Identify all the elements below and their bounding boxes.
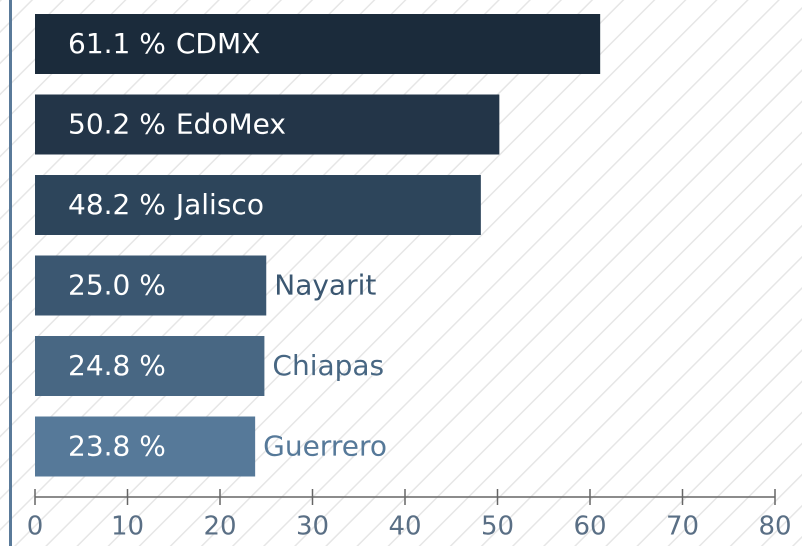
category-label: Guerrero: [263, 430, 387, 463]
value-label: 23.8 %: [68, 430, 166, 463]
value-label: 61.1 %: [68, 27, 166, 60]
bar: [35, 175, 481, 235]
bar: [35, 416, 256, 477]
value-label: 24.8 %: [68, 349, 166, 382]
value-label: 25.0 %: [68, 269, 166, 302]
x-tick-label: 20: [203, 512, 236, 542]
bar: [35, 14, 601, 74]
x-tick-label: 30: [296, 512, 329, 542]
bar: [35, 255, 267, 316]
x-tick-label: 40: [388, 512, 421, 542]
x-tick-label: 60: [573, 512, 606, 542]
bar: [35, 336, 265, 396]
side-stripe: [9, 0, 12, 546]
category-label: EdoMex: [176, 108, 286, 141]
category-label: Jalisco: [174, 188, 264, 221]
category-label: Chiapas: [272, 349, 384, 382]
category-label: Nayarit: [274, 269, 376, 302]
x-tick-label: 80: [758, 512, 791, 542]
value-label: 50.2 %: [68, 108, 166, 141]
x-tick-label: 0: [27, 512, 44, 542]
x-tick-label: 10: [111, 512, 144, 542]
x-tick-label: 70: [666, 512, 699, 542]
bar: [35, 94, 500, 155]
value-label: 48.2 %: [68, 188, 166, 221]
x-tick-label: 50: [481, 512, 514, 542]
category-label: CDMX: [176, 27, 260, 60]
